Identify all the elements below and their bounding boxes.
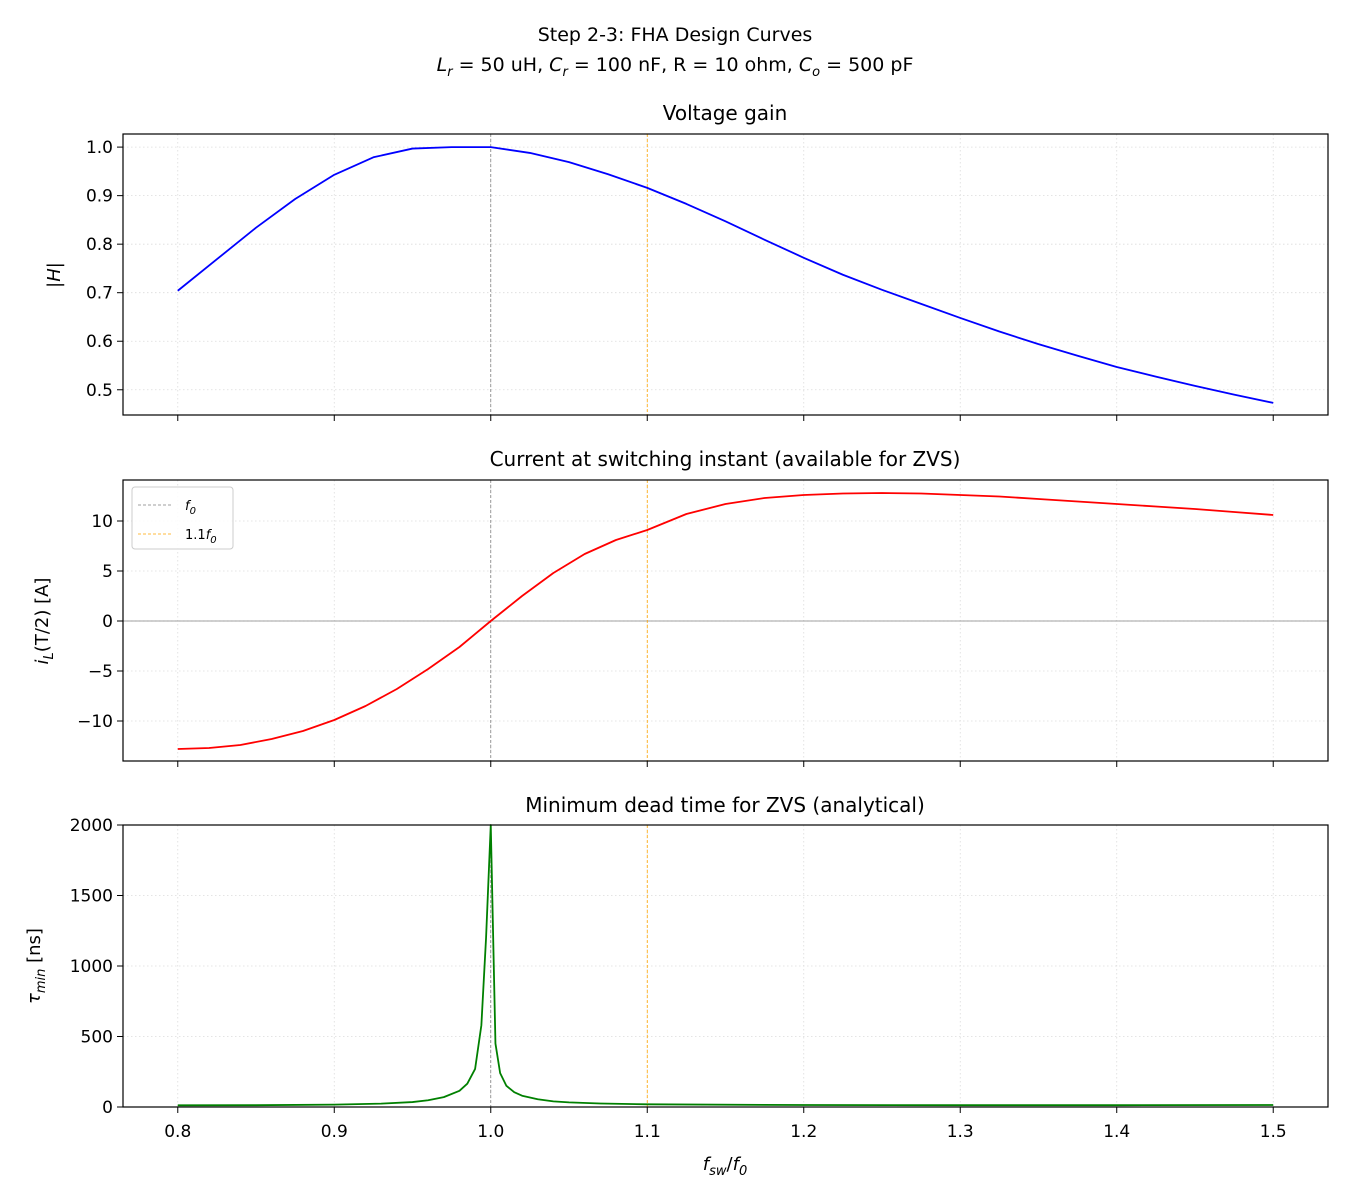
dead-time-reference-lines bbox=[490, 825, 648, 1107]
voltage-gain-frame bbox=[122, 133, 1329, 416]
dead-time-series bbox=[177, 824, 1274, 1107]
ylabel-rest: [ns] bbox=[24, 928, 45, 969]
ylabel-symbol: τ bbox=[24, 993, 45, 1004]
dead-time-ytick-label: 1000 bbox=[70, 957, 113, 977]
dead-time-xtick-label: 1.1 bbox=[634, 1122, 661, 1142]
voltage-gain-ytick-label: 0.9 bbox=[86, 187, 113, 207]
lr-value: = 50 uH, bbox=[453, 54, 550, 76]
figure-suptitle-params: Lr = 50 uH, Cr = 100 nF, R = 10 ohm, Co … bbox=[437, 54, 914, 80]
switching-current-ytick-label: −10 bbox=[77, 712, 113, 732]
dead-time-grid bbox=[123, 824, 1328, 1108]
dead-time-xtick-label: 1.4 bbox=[1103, 1122, 1130, 1142]
voltage-gain-ytick-label: 0.8 bbox=[86, 235, 113, 255]
switching-current-title: Current at switching instant (available … bbox=[490, 447, 961, 471]
switching-current-frame bbox=[122, 479, 1329, 762]
lr-subscript: r bbox=[447, 65, 454, 80]
voltage-gain-grid bbox=[123, 134, 1328, 415]
switching-current-line bbox=[177, 492, 1274, 750]
dead-time-xtick-label: 1.5 bbox=[1260, 1122, 1287, 1142]
ylabel-subscript: L bbox=[42, 652, 57, 659]
legend: f0 1.1f0 bbox=[131, 486, 234, 550]
switching-current-series bbox=[177, 492, 1274, 750]
lr-symbol: L bbox=[437, 54, 448, 76]
co-value: = 500 pF bbox=[820, 54, 913, 76]
legend-label-1p1f0: 1.1f0 bbox=[185, 528, 217, 546]
dead-time-xticks: 0.8 0.9 1.0 1.1 1.2 1.3 1.4 1.5 bbox=[164, 1122, 1287, 1142]
voltage-gain-panel: Voltage gain 0.5 0.6 0.7 0.8 0.9 1.0 |H| bbox=[44, 101, 1329, 421]
dead-time-ytick-label: 500 bbox=[81, 1028, 113, 1048]
ylabel-rest: (T/2) [A] bbox=[32, 578, 53, 653]
voltage-gain-series bbox=[177, 146, 1274, 404]
voltage-gain-ytick-label: 0.6 bbox=[86, 332, 113, 352]
dead-time-line bbox=[177, 824, 1274, 1107]
dead-time-yticks: 0 500 1000 1500 2000 bbox=[70, 816, 123, 1118]
ylabel-symbol: i bbox=[32, 659, 53, 664]
cr-subscript: r bbox=[562, 65, 569, 80]
switching-current-ytick-label: 10 bbox=[91, 512, 113, 532]
co-symbol: C bbox=[799, 54, 813, 76]
dead-time-xtick-label: 1.2 bbox=[790, 1122, 817, 1142]
voltage-gain-ylabel: |H| bbox=[44, 262, 65, 288]
figure-suptitle: Step 2-3: FHA Design Curves bbox=[538, 24, 813, 46]
voltage-gain-ytick-label: 1.0 bbox=[86, 138, 113, 158]
switching-current-ytick-label: 0 bbox=[102, 612, 113, 632]
cr-symbol: C bbox=[549, 54, 563, 76]
co-subscript: o bbox=[812, 65, 820, 80]
voltage-gain-title: Voltage gain bbox=[663, 101, 788, 125]
switching-current-reference-lines bbox=[123, 480, 1328, 761]
dead-time-ylabel: τmin [ns] bbox=[24, 928, 49, 1004]
switching-current-panel: Current at switching instant (available … bbox=[32, 447, 1329, 767]
switching-current-grid bbox=[123, 480, 1328, 761]
voltage-gain-axes bbox=[122, 133, 1329, 421]
voltage-gain-ytick-label: 0.5 bbox=[86, 381, 113, 401]
dead-time-xtick-label: 0.8 bbox=[164, 1122, 191, 1142]
switching-current-ytick-label: −5 bbox=[88, 662, 113, 682]
dead-time-panel: Minimum dead time for ZVS (analytical) 0… bbox=[24, 793, 1329, 1179]
legend-frame bbox=[131, 486, 234, 550]
dead-time-ytick-label: 1500 bbox=[70, 887, 113, 907]
switching-current-ytick-label: 5 bbox=[102, 562, 113, 582]
dead-time-title: Minimum dead time for ZVS (analytical) bbox=[525, 793, 925, 817]
voltage-gain-line bbox=[177, 146, 1274, 404]
x-axis-label: fsw/f0 bbox=[703, 1154, 747, 1179]
voltage-gain-reference-lines bbox=[490, 134, 648, 415]
dead-time-ytick-label: 2000 bbox=[70, 816, 113, 836]
dead-time-xtick-label: 1.3 bbox=[947, 1122, 974, 1142]
ylabel-subscript: min bbox=[34, 969, 49, 994]
legend-label-f0: f0 bbox=[185, 499, 196, 517]
voltage-gain-ytick-label: 0.7 bbox=[86, 284, 113, 304]
dead-time-xtick-label: 0.9 bbox=[321, 1122, 348, 1142]
switching-current-yticks: −10 −5 0 5 10 bbox=[77, 512, 123, 732]
switching-current-ylabel: iL(T/2) [A] bbox=[32, 578, 57, 665]
cr-value: = 100 nF, R = 10 ohm, bbox=[568, 54, 799, 76]
dead-time-axes bbox=[122, 824, 1329, 1113]
dead-time-ytick-label: 0 bbox=[102, 1098, 113, 1118]
switching-current-axes bbox=[122, 479, 1329, 767]
dead-time-xtick-label: 1.0 bbox=[477, 1122, 504, 1142]
voltage-gain-yticks: 0.5 0.6 0.7 0.8 0.9 1.0 bbox=[86, 138, 123, 401]
